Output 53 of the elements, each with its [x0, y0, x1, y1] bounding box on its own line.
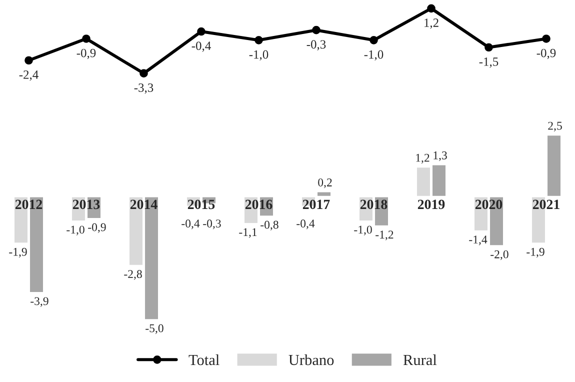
data-label: -1,2 [376, 230, 394, 240]
point [370, 36, 378, 44]
data-label: -0,8 [260, 220, 278, 230]
data-label: -1,0 [66, 226, 84, 236]
data-label: -0,4 [182, 220, 200, 230]
x-tick-label: 2020 [475, 200, 502, 210]
point [484, 43, 493, 52]
data-label: -0,3 [306, 40, 326, 50]
data-label: -3,3 [134, 83, 154, 94]
point [254, 36, 263, 44]
data-label: -3,9 [30, 297, 48, 307]
data-label: 0,2 [318, 178, 332, 188]
point [24, 56, 33, 65]
x-tick-label: 2018 [360, 200, 388, 210]
data-label: -0,4 [192, 42, 211, 52]
data-label: -0,4 [296, 220, 315, 230]
data-label: -2,0 [490, 250, 508, 260]
data-label: -1,0 [364, 50, 384, 60]
data-label: -0,9 [536, 48, 556, 60]
data-label: -1,5 [479, 58, 498, 68]
x-tick-label: 2012 [15, 200, 42, 210]
data-label: -0,9 [88, 223, 106, 233]
point [427, 4, 436, 13]
point [312, 26, 320, 34]
point [140, 69, 148, 78]
data-label: -1,0 [354, 226, 372, 236]
point [542, 34, 550, 43]
x-tick-label: 2014 [130, 200, 158, 210]
point [197, 27, 206, 36]
x-tick-label: 2013 [72, 200, 100, 210]
data-label: -0,3 [203, 220, 221, 230]
data-label: 1,2 [416, 154, 430, 164]
data-label: -2,4 [19, 70, 38, 81]
legend-label: Urbano [288, 354, 334, 366]
x-tick-label: 2016 [245, 200, 272, 210]
x-tick-label: 2021 [532, 200, 560, 210]
x-tick-label: 2019 [418, 200, 445, 210]
data-label: 1,2 [424, 18, 438, 29]
data-label: 1,3 [434, 151, 447, 162]
data-label: -1,9 [526, 248, 544, 258]
x-tick-label: 2017 [302, 200, 330, 210]
legend-label: Rural [403, 354, 437, 366]
x-tick-label: 2015 [188, 200, 215, 210]
data-label: -1,9 [9, 248, 27, 258]
data-label: -1,1 [239, 228, 257, 238]
data-label: 2,5 [548, 122, 562, 132]
data-label: -1,4 [469, 236, 488, 246]
legend-label: Total [188, 354, 220, 366]
point [82, 34, 90, 43]
data-label: -2,8 [124, 270, 142, 280]
data-label: -1,0 [249, 50, 268, 60]
data-label: -5,0 [146, 324, 164, 334]
data-label: -0,9 [76, 48, 96, 60]
